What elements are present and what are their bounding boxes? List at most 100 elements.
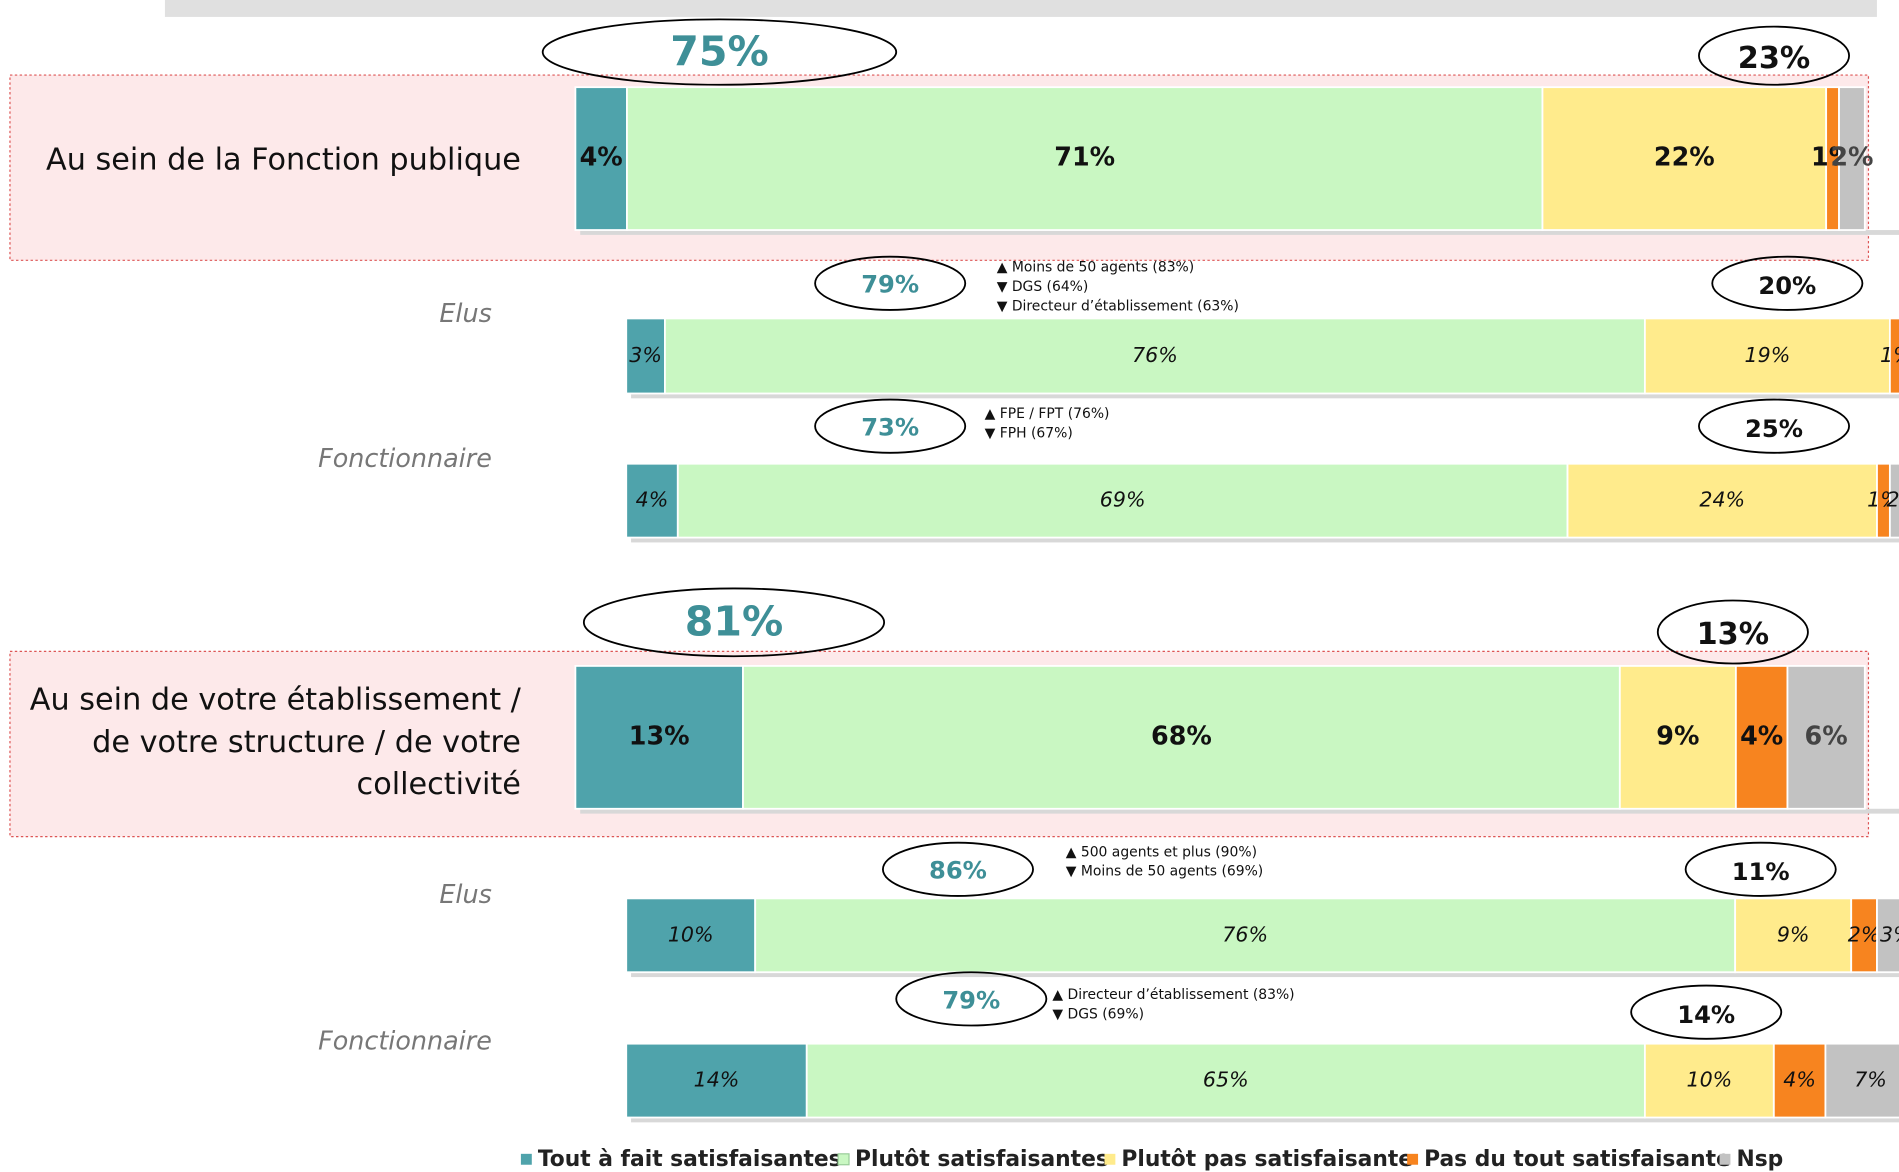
bar-segment — [1786, 665, 1866, 810]
note: ▼ DGS (69%) — [1052, 1007, 1144, 1023]
unsatisfied-total: 20% — [1758, 272, 1816, 300]
total-ellipse — [814, 398, 967, 454]
bar-segment — [625, 1042, 808, 1119]
bar-shadow — [631, 537, 1899, 543]
bar-segment — [1618, 665, 1737, 810]
value-label: 9% — [1656, 720, 1699, 750]
legend-label: Plutôt pas satisfaisante — [1121, 1147, 1413, 1172]
legend-label: Tout à fait satisfaisantes — [538, 1147, 842, 1172]
value-label: 3% — [629, 343, 662, 367]
bar-segment — [625, 897, 757, 974]
bar-segment — [574, 86, 628, 231]
bar-shadow — [580, 230, 1899, 235]
total-ellipse — [895, 971, 1048, 1027]
total-ellipse — [1698, 398, 1850, 454]
bar-shadow — [631, 1117, 1899, 1123]
legend-label: Nsp — [1736, 1147, 1783, 1172]
unsatisfied-total: 11% — [1732, 858, 1790, 886]
bar-segment — [1734, 665, 1789, 810]
value-label: 76% — [1222, 922, 1268, 946]
value-label: 71% — [1054, 142, 1115, 172]
legend-swatch — [1104, 1153, 1116, 1165]
value-label: 4% — [636, 488, 669, 512]
category-label-box: Au sein de la Fonction publique — [0, 86, 521, 231]
bar-segment — [1876, 897, 1899, 974]
bar-segment — [1888, 317, 1899, 395]
bar-segment — [1541, 86, 1828, 231]
value-label: 10% — [1686, 1068, 1732, 1092]
legend-swatch — [520, 1153, 532, 1165]
value-label: 24% — [1699, 488, 1745, 512]
value-label: 7% — [1854, 1068, 1887, 1092]
value-label: 2% — [1886, 488, 1899, 512]
value-label: 1% — [1880, 343, 1899, 367]
value-label: 68% — [1151, 720, 1212, 750]
value-label: 76% — [1132, 343, 1178, 367]
total-ellipse — [882, 841, 1034, 897]
value-label: 4% — [1783, 1068, 1816, 1092]
note: ▼ DGS (64%) — [997, 279, 1089, 295]
total-ellipse — [582, 587, 886, 658]
bar-shadow — [631, 972, 1899, 978]
total-ellipse — [1656, 599, 1809, 665]
category-label: Au sein de la Fonction publique — [46, 141, 521, 177]
note: ▲ Directeur d’établissement (83%) — [1052, 987, 1294, 1003]
bar-segment — [664, 317, 1646, 395]
value-label: 4% — [1740, 720, 1783, 750]
satisfied-total: 75% — [670, 27, 769, 75]
category-label: Elus — [439, 298, 491, 328]
value-label: 3% — [1880, 922, 1899, 946]
legend-swatch — [837, 1153, 850, 1166]
note: ▲ 500 agents et plus (90%) — [1066, 844, 1257, 860]
value-label: 4% — [580, 142, 623, 172]
value-label: 65% — [1203, 1068, 1249, 1092]
value-label: 2% — [1830, 142, 1873, 172]
bar-segment — [754, 897, 1737, 974]
total-ellipse — [814, 255, 967, 311]
unsatisfied-total: 23% — [1738, 41, 1810, 76]
legend-swatch — [1407, 1153, 1419, 1165]
bar-segment — [626, 86, 1544, 231]
satisfied-total: 79% — [942, 986, 1000, 1014]
note: ▼ Directeur d’établissement (63%) — [997, 298, 1239, 314]
bar-segment — [1838, 86, 1866, 231]
total-ellipse — [1630, 984, 1783, 1040]
value-label: 6% — [1805, 720, 1848, 750]
total-ellipse — [541, 18, 898, 86]
bar-segment — [1888, 462, 1899, 539]
bar-segment — [1824, 1042, 1899, 1119]
bar-segment — [805, 1042, 1646, 1119]
bar-segment — [1566, 462, 1878, 539]
value-label: 13% — [629, 720, 690, 750]
category-label-box: Au sein de votre établissement / de votr… — [0, 668, 521, 813]
value-label: 10% — [668, 922, 714, 946]
note: ▼ FPH (67%) — [985, 425, 1073, 441]
unsatisfied-total: 14% — [1677, 1001, 1735, 1029]
bar-segment — [742, 665, 1621, 810]
satisfied-total: 73% — [861, 414, 919, 442]
total-ellipse — [1698, 25, 1850, 86]
legend-label: Plutôt satisfaisantes — [855, 1147, 1109, 1172]
value-label: 2% — [1848, 922, 1881, 946]
satisfied-total: 79% — [861, 271, 919, 299]
value-label: 69% — [1100, 488, 1146, 512]
bar-shadow — [580, 808, 1899, 814]
category-label: Au sein de votre établissement / de votr… — [29, 681, 521, 801]
value-label: 22% — [1654, 142, 1715, 172]
bar-segment — [1772, 1042, 1827, 1119]
bar-segment — [625, 317, 666, 395]
total-ellipse — [1711, 255, 1864, 311]
bar-segment — [574, 665, 744, 810]
category-label-wrap: Au sein de votre établissement / de votr… — [0, 668, 521, 813]
value-label: 14% — [694, 1068, 740, 1092]
category-label-wrap: Au sein de la Fonction publique — [0, 86, 521, 231]
satisfied-total: 86% — [929, 857, 987, 885]
bar-segment — [676, 462, 1569, 539]
unsatisfied-total: 13% — [1697, 617, 1769, 652]
unsatisfied-total: 25% — [1745, 415, 1803, 443]
note: ▲ FPE / FPT (76%) — [985, 406, 1110, 422]
note: ▼ Moins de 50 agents (69%) — [1066, 864, 1263, 880]
note: ▲ Moins de 50 agents (83%) — [997, 260, 1194, 276]
